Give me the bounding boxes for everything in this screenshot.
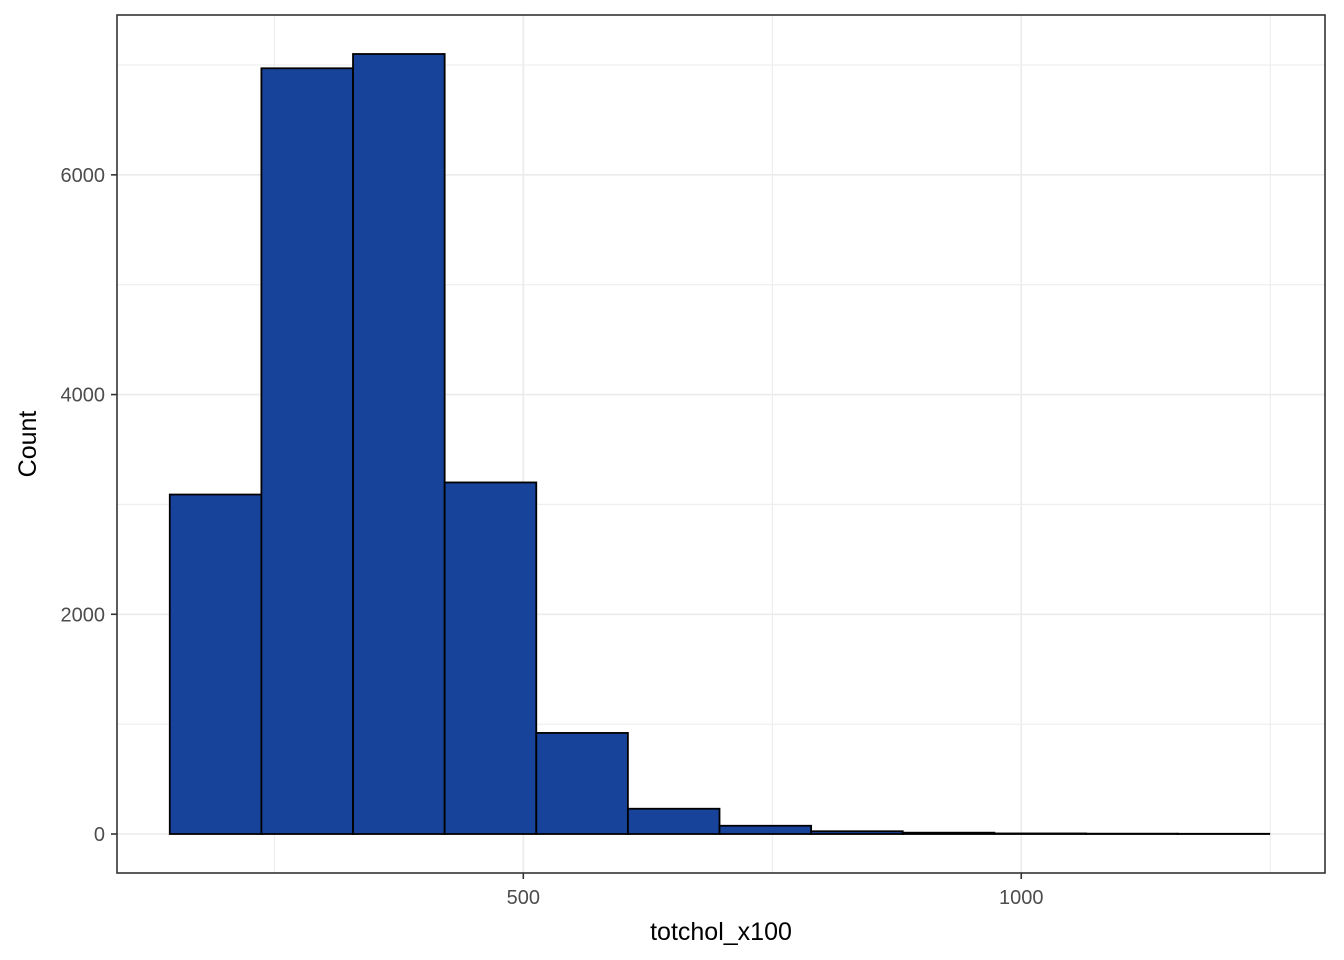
y-tick-label: 6000 xyxy=(61,165,106,187)
y-tick-label: 2000 xyxy=(61,604,106,626)
x-axis-title: totchol_x100 xyxy=(650,918,792,946)
histogram-bar xyxy=(626,807,721,835)
x-tick-label: 1000 xyxy=(999,887,1044,909)
y-axis-ticks: 0 2000 4000 6000 xyxy=(61,165,117,846)
x-axis-ticks: 500 1000 xyxy=(507,873,1044,909)
y-tick-label: 0 xyxy=(94,824,105,846)
histogram-bar xyxy=(352,53,446,835)
bars xyxy=(168,53,1271,835)
histogram-bar xyxy=(168,493,263,835)
histogram-bar xyxy=(443,481,538,835)
histogram-bar xyxy=(810,830,904,835)
histogram-bar xyxy=(718,824,813,835)
y-axis-title: Count xyxy=(14,411,42,478)
histogram-bar xyxy=(993,832,1087,835)
histogram-bar xyxy=(535,732,629,835)
histogram-bar xyxy=(901,831,996,835)
y-tick-label: 4000 xyxy=(61,385,106,407)
x-tick-label: 500 xyxy=(507,887,540,909)
panel-border xyxy=(116,14,1326,874)
histogram-bar xyxy=(260,67,354,835)
